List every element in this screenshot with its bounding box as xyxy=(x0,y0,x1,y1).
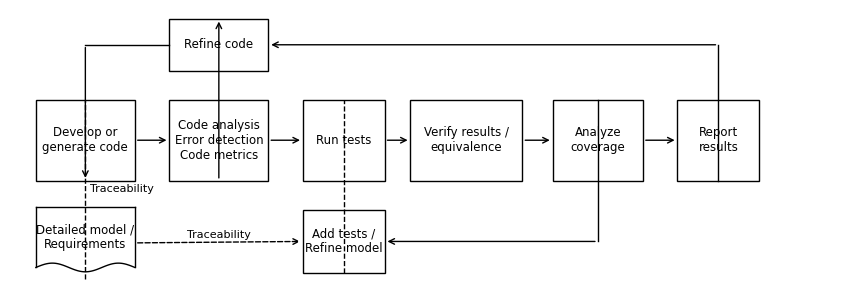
Text: Report
results: Report results xyxy=(698,126,739,154)
Text: Traceability: Traceability xyxy=(187,230,251,240)
Text: Run tests: Run tests xyxy=(316,134,372,147)
FancyBboxPatch shape xyxy=(302,100,384,181)
FancyBboxPatch shape xyxy=(302,210,384,273)
FancyBboxPatch shape xyxy=(35,100,135,181)
FancyBboxPatch shape xyxy=(169,100,269,181)
FancyBboxPatch shape xyxy=(410,100,523,181)
Text: Add tests /
Refine model: Add tests / Refine model xyxy=(305,227,383,256)
FancyBboxPatch shape xyxy=(169,19,269,71)
Text: Traceability: Traceability xyxy=(90,184,154,194)
FancyBboxPatch shape xyxy=(677,100,759,181)
Text: Code analysis
Error detection
Code metrics: Code analysis Error detection Code metri… xyxy=(175,119,264,162)
Text: Verify results /
equivalence: Verify results / equivalence xyxy=(424,126,509,154)
FancyBboxPatch shape xyxy=(553,100,643,181)
Text: Refine code: Refine code xyxy=(184,38,253,51)
Text: Analyze
coverage: Analyze coverage xyxy=(570,126,626,154)
Text: Detailed model /
Requirements: Detailed model / Requirements xyxy=(36,223,135,251)
Text: Develop or
generate code: Develop or generate code xyxy=(42,126,128,154)
